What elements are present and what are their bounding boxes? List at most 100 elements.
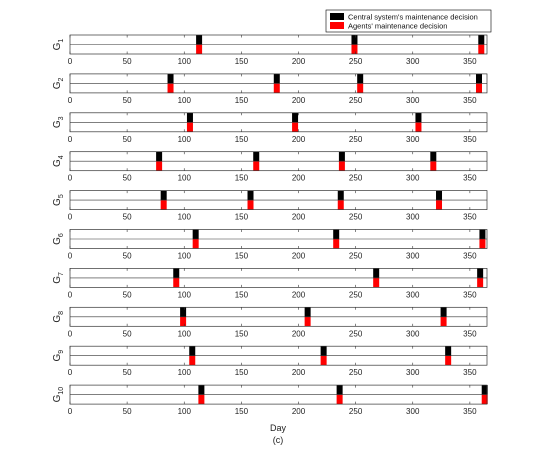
central-bar-7-1	[173, 268, 180, 278]
panel-g5: 0 50 100 150 200 250 300 350 G5	[52, 190, 488, 222]
x-tick-label: 350	[463, 290, 477, 299]
x-tick-label: 50	[123, 290, 132, 299]
x-tick-label: 300	[406, 329, 420, 338]
x-tick-label: 200	[292, 174, 306, 183]
central-bar-7-3	[477, 268, 484, 278]
x-tick-label: 250	[349, 368, 363, 377]
central-bar-9-1	[189, 346, 196, 356]
x-tick-label: 200	[292, 135, 306, 144]
x-tick-label: 50	[123, 329, 132, 338]
y-label-subscript: 7	[58, 272, 65, 276]
panel-g2: 0 50 100 150 200 250 300 350 G2	[52, 73, 488, 105]
y-label-1: G1	[52, 39, 65, 51]
agents-bar-5-3	[337, 200, 344, 210]
y-label-subscript: 6	[58, 233, 65, 237]
central-bar-2-1	[167, 73, 174, 84]
y-label-subscript: 10	[58, 387, 65, 395]
y-label-4: G4	[52, 155, 65, 167]
y-label-letter: G	[52, 42, 63, 50]
central-bar-8-3	[440, 307, 447, 317]
x-tick-label: 100	[178, 135, 192, 144]
x-tick-label: 300	[406, 174, 420, 183]
x-tick-label: 150	[235, 174, 249, 183]
agents-bar-8-2	[304, 316, 311, 327]
x-tick-label: 350	[463, 57, 477, 66]
x-tick-label: 150	[235, 135, 249, 144]
x-tick-label: 0	[68, 96, 73, 105]
x-tick-label: 250	[349, 252, 363, 261]
agents-bar-9-2	[320, 355, 327, 366]
x-tick-label: 300	[406, 213, 420, 222]
agents-bar-2-1	[167, 83, 174, 93]
y-label-letter: G	[52, 354, 63, 362]
x-tick-label: 0	[68, 135, 73, 144]
agents-bar-1-3	[478, 44, 485, 54]
x-tick-label: 0	[68, 368, 73, 377]
x-tick-label: 50	[123, 368, 132, 377]
central-bar-3-1	[186, 112, 193, 123]
legend-box	[325, 9, 492, 33]
x-tick-label: 0	[68, 290, 73, 299]
central-bar-6-3	[479, 229, 486, 239]
y-label-subscript: 9	[58, 350, 65, 354]
x-tick-label: 350	[463, 368, 477, 377]
x-tick-label: 100	[178, 368, 192, 377]
y-label-7: G7	[52, 272, 65, 284]
y-label-subscript: 3	[58, 116, 65, 120]
agents-bar-6-3	[479, 239, 486, 249]
x-tick-label: 150	[235, 407, 249, 416]
central-bar-4-2	[253, 151, 260, 162]
y-label-letter: G	[52, 120, 63, 128]
x-tick-label: 0	[68, 174, 73, 183]
x-tick-label: 50	[123, 213, 132, 222]
agents-bar-10-3	[481, 394, 488, 405]
x-tick-label: 350	[463, 252, 477, 261]
legend-swatch-central	[330, 13, 344, 20]
x-tick-label: 100	[178, 57, 192, 66]
y-label-3: G3	[52, 116, 65, 128]
central-bar-5-4	[436, 190, 443, 201]
agents-bar-3-1	[186, 122, 193, 132]
y-label-10: G10	[52, 387, 65, 403]
agents-bar-2-3	[357, 83, 364, 93]
central-bar-10-2	[336, 385, 343, 395]
panel-g8: 0 50 100 150 200 250 300 350 G8	[52, 306, 488, 338]
legend: Central system's maintenance decision Ag…	[325, 9, 492, 33]
x-tick-label: 100	[178, 213, 192, 222]
panel-g3: 0 50 100 150 200 250 300 350 G3	[52, 112, 488, 144]
y-label-letter: G	[52, 198, 63, 206]
x-tick-label: 300	[406, 407, 420, 416]
x-tick-label: 0	[68, 57, 73, 66]
panel-g9: 0 50 100 150 200 250 300 350 G9	[52, 345, 488, 377]
x-tick-label: 200	[292, 290, 306, 299]
x-tick-label: 250	[349, 290, 363, 299]
agents-bar-5-2	[247, 200, 254, 210]
x-tick-label: 150	[235, 368, 249, 377]
legend-swatch-agents	[330, 22, 344, 29]
agents-bar-6-1	[192, 239, 199, 249]
central-bar-1-2	[351, 35, 358, 45]
x-tick-label: 0	[68, 407, 73, 416]
central-bar-9-2	[320, 346, 327, 356]
y-label-2: G2	[52, 77, 65, 89]
x-tick-label: 250	[349, 57, 363, 66]
central-bar-9-3	[445, 346, 452, 356]
x-tick-label: 300	[406, 252, 420, 261]
x-tick-label: 200	[292, 368, 306, 377]
agents-bar-7-1	[173, 277, 180, 288]
agents-bar-3-2	[292, 122, 299, 132]
x-tick-label: 350	[463, 407, 477, 416]
central-bar-5-2	[247, 190, 254, 201]
agents-bar-2-2	[273, 83, 280, 93]
x-tick-label: 200	[292, 57, 306, 66]
agents-bar-10-1	[198, 394, 205, 405]
x-tick-label: 250	[349, 96, 363, 105]
central-bar-5-1	[160, 190, 167, 201]
legend-label-agents: Agents' maintenance decision	[348, 22, 447, 31]
x-tick-label: 100	[178, 407, 192, 416]
x-tick-label: 50	[123, 252, 132, 261]
central-bar-2-3	[357, 73, 364, 84]
x-tick-label: 150	[235, 329, 249, 338]
central-bar-10-1	[198, 385, 205, 395]
